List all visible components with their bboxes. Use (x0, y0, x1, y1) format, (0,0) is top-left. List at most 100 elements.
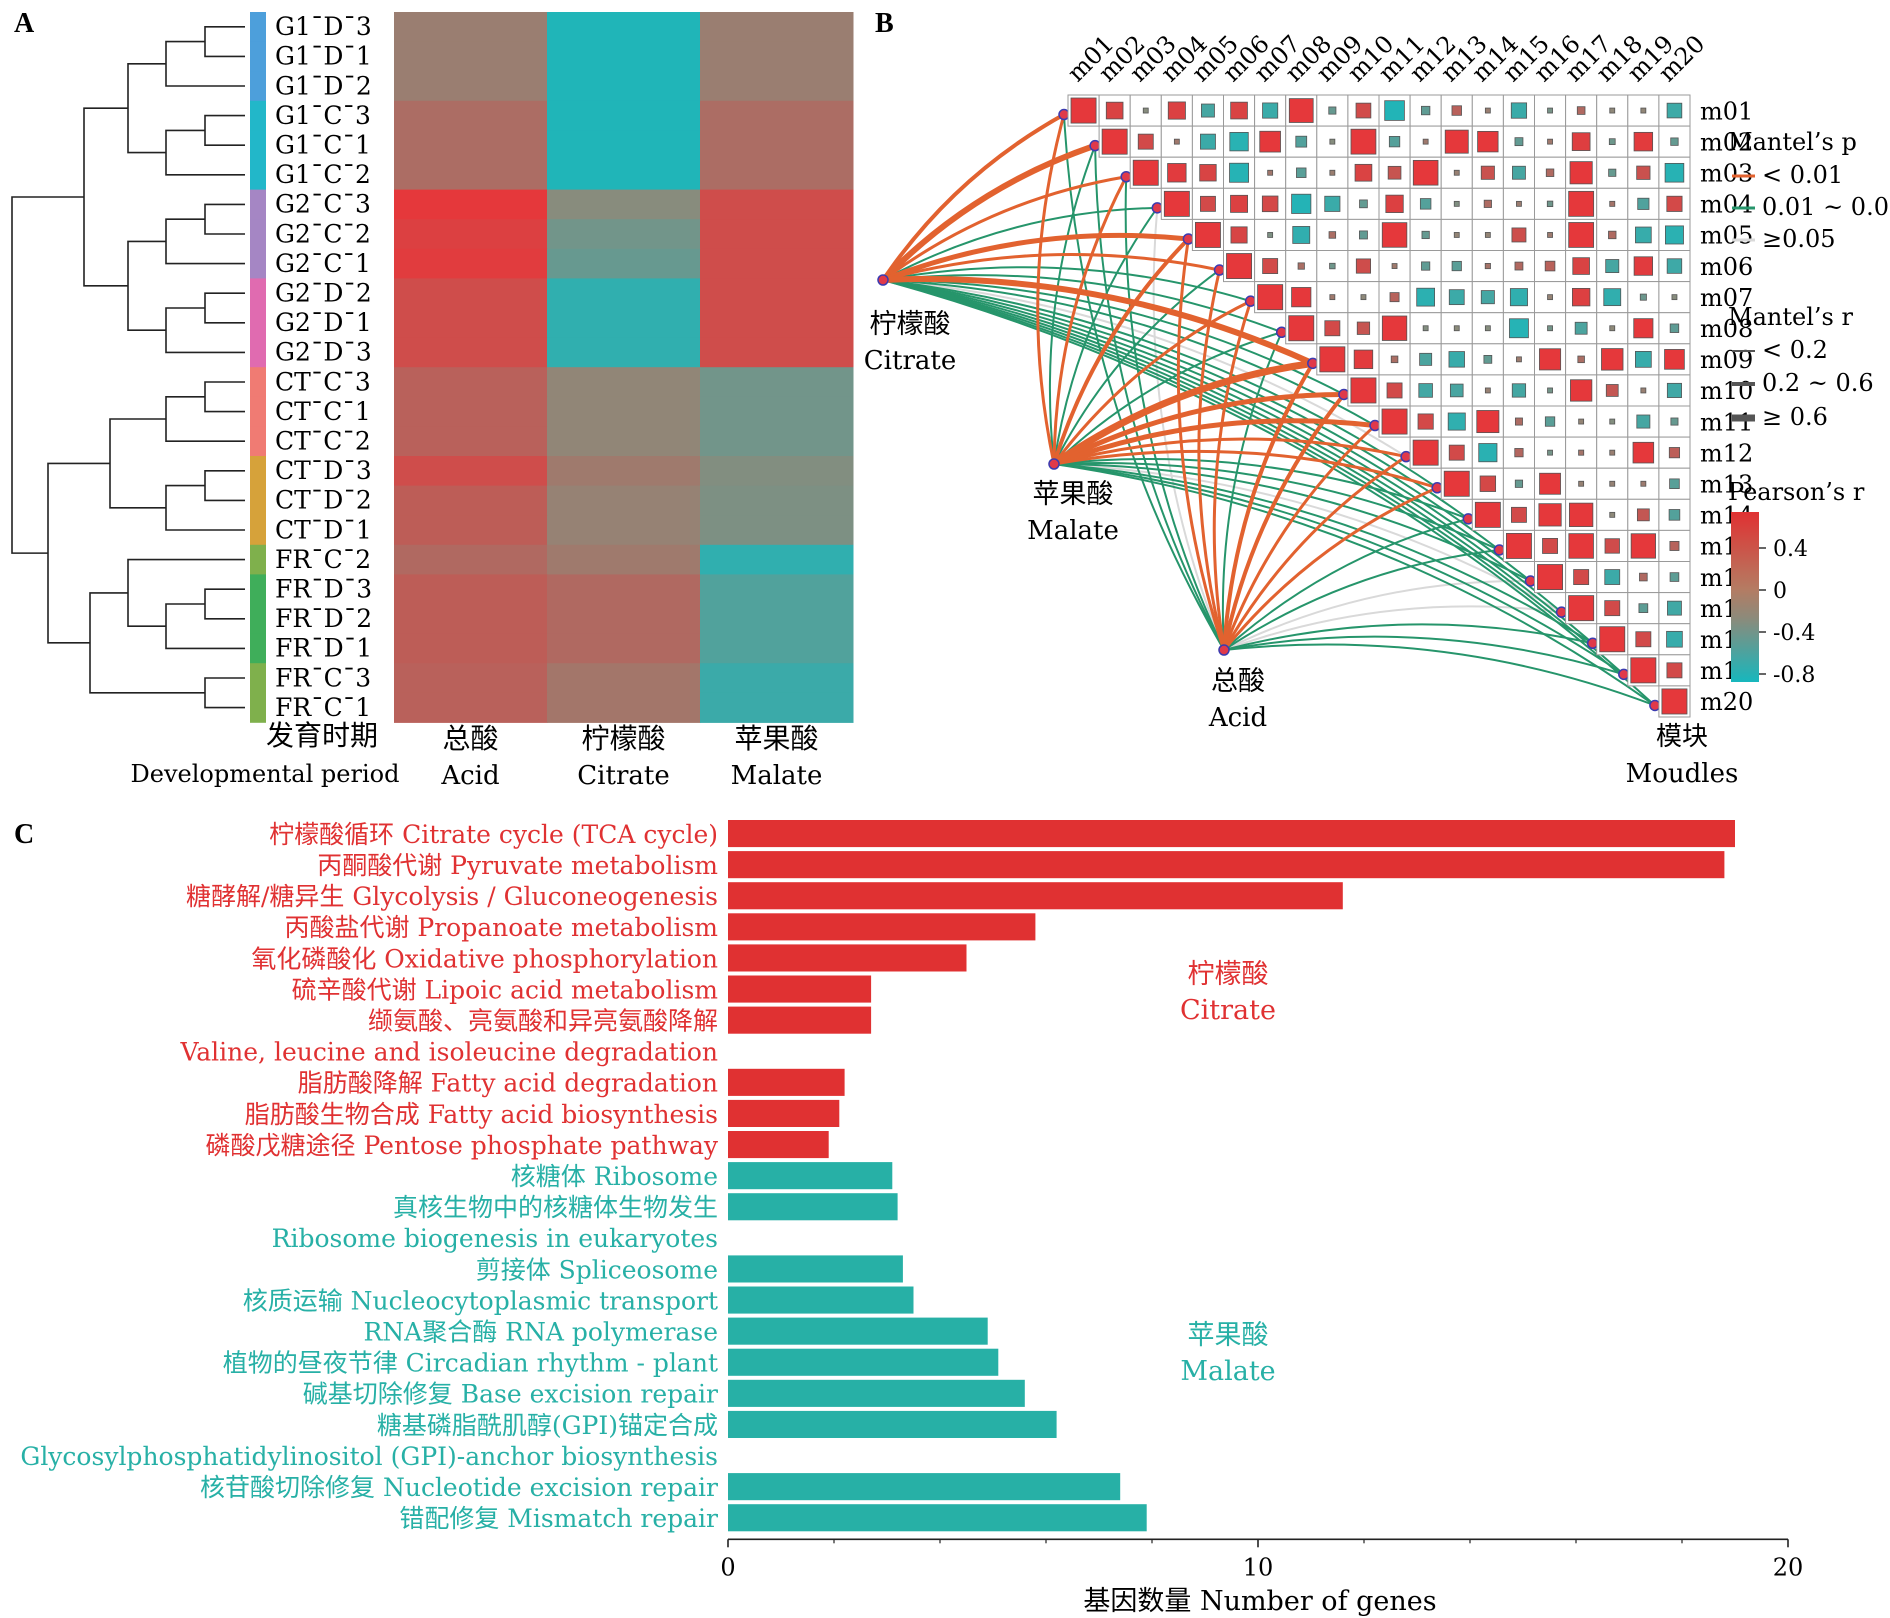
row-label: G2¯D¯1 (275, 308, 372, 337)
heatmap-cell (394, 396, 548, 427)
corr-square (1669, 478, 1680, 490)
corr-square (1288, 98, 1314, 123)
heatmap-cell (547, 219, 701, 250)
corr-square (1609, 325, 1616, 332)
heatmap-cell (547, 485, 701, 516)
module-node (1618, 668, 1630, 681)
row-label: FR¯D¯2 (275, 604, 372, 633)
mantel-link (882, 279, 1532, 582)
heatmap-cells (394, 12, 854, 723)
corr-square (1639, 572, 1648, 582)
mantel-link (1212, 300, 1253, 651)
bar-category-label: 脂肪酸生物合成 Fatty acid biosynthesis (245, 1100, 718, 1129)
bar-category-label: 丙酮酸代谢 Pyruvate metabolism (317, 851, 718, 880)
heatmap-cell (700, 692, 854, 723)
corr-square (1229, 132, 1249, 152)
legend-p-item-3: ≥0.05 (1762, 225, 1836, 253)
legend-mantel-r-title: Mantel’s r (1728, 303, 1853, 331)
group-color-1 (250, 41, 266, 72)
heatmap-cell (394, 189, 548, 220)
bar (728, 1006, 872, 1034)
dendrogram-branch (127, 558, 245, 627)
heatmap-cell (700, 41, 854, 72)
bar-category-label: Valine, leucine and isoleucine degradati… (180, 1038, 719, 1067)
heatmap-cell (394, 456, 548, 487)
column-label-en: Malate (731, 761, 823, 791)
heatmap-cell (394, 604, 548, 635)
column-label-en: Acid (440, 761, 499, 791)
corr-square (1572, 257, 1590, 275)
heatmap-column-labels: 总酸 Acid 柠檬酸 Citrate 苹果酸 Malate (440, 722, 822, 791)
module-node (1493, 544, 1506, 556)
module-node (1089, 139, 1101, 152)
period-label-cn: 发育时期 (266, 719, 378, 752)
mantel-link (1052, 299, 1252, 465)
legend-p-item-1: < 0.01 (1762, 161, 1843, 189)
panel-label-a: A (14, 8, 35, 39)
bar-category-label: 磷酸戊糖途径 Pentose phosphate pathway (206, 1131, 719, 1160)
heatmap-cell (700, 130, 854, 161)
mantel-link (1222, 455, 1407, 651)
corr-square (1449, 383, 1464, 398)
heatmap-cell (547, 574, 701, 605)
heatmap-cell (700, 663, 854, 694)
corr-square (1666, 382, 1682, 398)
corr-square (1568, 533, 1594, 559)
corr-square (1670, 137, 1679, 146)
module-right-label: m20 (1700, 688, 1753, 716)
corr-square (1329, 294, 1336, 301)
bar (728, 1193, 898, 1221)
corr-square (1604, 569, 1621, 585)
corr-square (1291, 193, 1312, 214)
module-right-labels: m01m02m03m04m05m06m07m08m09m10m11m12m13m… (1700, 97, 1753, 716)
heatmap-cell (394, 663, 548, 694)
mantel-link (1223, 517, 1469, 651)
row-label: G2¯C¯1 (275, 249, 371, 278)
corr-square (1453, 200, 1460, 207)
heatmap-cell (394, 515, 548, 546)
group-color-17 (250, 515, 266, 546)
corr-square (1636, 165, 1651, 180)
module-node (1649, 699, 1661, 712)
mantel-link (1053, 269, 1221, 465)
corr-square (1544, 416, 1556, 427)
corr-square (1483, 355, 1493, 364)
corr-square (1381, 408, 1408, 435)
heatmap-cell (547, 515, 701, 546)
corr-square (1609, 107, 1616, 114)
bar (728, 1504, 1147, 1532)
module-node (1524, 575, 1537, 587)
heatmap-cell (394, 41, 548, 72)
x-tick-label: 20 (1773, 1553, 1804, 1581)
corr-square (1387, 165, 1402, 180)
corr-square (1514, 479, 1524, 488)
trait-label-cn: 总酸 (1211, 666, 1265, 697)
corr-square (1632, 441, 1655, 464)
corr-square (1142, 107, 1149, 114)
trait-label-en: Citrate (864, 346, 956, 376)
corr-square (1640, 107, 1647, 114)
group-color-2 (250, 71, 266, 102)
legend-r-item-2: 0.2 ~ 0.6 (1762, 369, 1874, 397)
column-label-cn: 总酸 (442, 722, 498, 755)
heatmap-cell (394, 426, 548, 457)
corr-square (1132, 159, 1159, 186)
corr-square (1483, 199, 1492, 208)
row-label: G2¯D¯3 (275, 338, 372, 367)
mantel-link (1223, 635, 1625, 676)
mantel-link (882, 279, 1376, 427)
dendrogram-branch (47, 462, 110, 644)
modules-axis-en: Moudles (1626, 759, 1739, 789)
mantel-link (882, 279, 1438, 489)
heatmap-cell (700, 367, 854, 398)
corr-square (1295, 135, 1308, 148)
matrix-cell (1658, 405, 1691, 438)
mantel-link (1124, 176, 1225, 651)
corr-square (1200, 195, 1216, 212)
corr-square (1537, 564, 1564, 591)
heatmap-cell (394, 308, 548, 339)
corr-square (1569, 502, 1594, 527)
heatmap-cell (547, 189, 701, 220)
corr-square (1484, 107, 1491, 114)
dendrogram-branch (204, 381, 245, 413)
